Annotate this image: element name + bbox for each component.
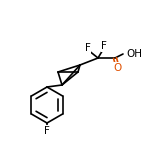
Text: OH: OH	[126, 49, 142, 59]
Text: O: O	[113, 63, 121, 73]
Text: F: F	[101, 41, 107, 51]
Text: F: F	[44, 126, 50, 136]
Text: F: F	[85, 43, 91, 53]
